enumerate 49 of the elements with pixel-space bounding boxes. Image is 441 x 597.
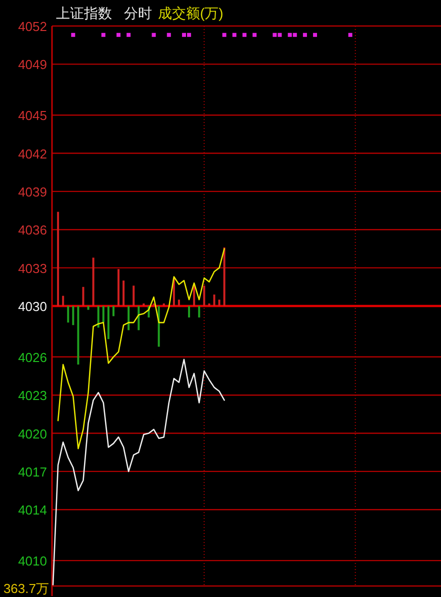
bar xyxy=(132,286,135,306)
y-tick-label: 4010 xyxy=(18,554,47,569)
bar xyxy=(162,303,165,306)
bar xyxy=(213,294,216,306)
y-tick-label: 4020 xyxy=(18,426,47,442)
bar xyxy=(102,306,104,323)
y-tick-label: 4023 xyxy=(18,388,47,404)
bar xyxy=(203,286,206,306)
bar xyxy=(188,306,190,318)
bar xyxy=(118,269,120,306)
bar xyxy=(97,306,100,328)
text: 成交额(万) xyxy=(158,5,224,21)
y-tick-label: 4049 xyxy=(18,57,47,72)
y-tick-label: 4030 xyxy=(18,299,47,314)
y-tick-label: 4052 xyxy=(18,19,47,34)
bar xyxy=(128,306,130,330)
bar xyxy=(67,306,70,323)
bar xyxy=(142,303,145,306)
y-tick-label: 4017 xyxy=(18,464,47,480)
bar xyxy=(223,247,226,306)
text: 363.7万 xyxy=(3,581,49,596)
y-tick-label: 4042 xyxy=(18,146,47,162)
bar xyxy=(92,258,94,306)
y-tick-label: 4039 xyxy=(18,184,47,200)
chart-subtitle: 分时 xyxy=(124,5,152,21)
y-tick-label: 4014 xyxy=(18,502,47,518)
bar xyxy=(193,286,196,306)
y-tick-label: 4045 xyxy=(18,108,47,124)
y-tick-label: 4033 xyxy=(18,260,47,276)
bar xyxy=(158,306,160,347)
bar xyxy=(87,306,90,310)
bar xyxy=(62,296,64,306)
bar xyxy=(107,306,110,340)
line-series xyxy=(57,248,225,450)
bar xyxy=(112,306,114,316)
bar xyxy=(82,286,84,306)
bar xyxy=(138,306,140,330)
y-tick-label: 4026 xyxy=(18,350,47,365)
bar xyxy=(122,280,125,306)
bar xyxy=(218,300,220,306)
bar xyxy=(208,303,210,306)
line-series xyxy=(52,358,225,586)
bar xyxy=(77,306,80,365)
bar xyxy=(198,306,200,318)
y-tick-label: 4036 xyxy=(18,222,47,238)
bar xyxy=(57,212,60,306)
bar xyxy=(178,300,180,306)
bar xyxy=(72,306,74,326)
chart-title: 上证指数 xyxy=(56,5,112,21)
